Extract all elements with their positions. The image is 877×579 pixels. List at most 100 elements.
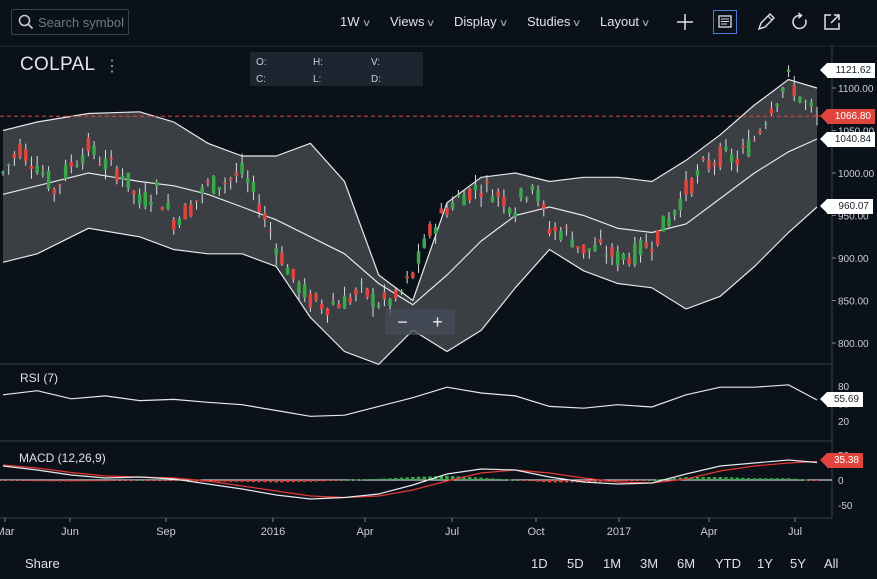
macd-histogram-bar — [92, 480, 96, 482]
candle-body — [194, 200, 199, 202]
candle-body — [496, 191, 500, 198]
macd-histogram-bar — [86, 480, 91, 482]
macd-histogram-bar — [194, 480, 199, 482]
candle-body — [80, 155, 85, 164]
popout-icon[interactable] — [820, 10, 844, 34]
macd-histogram-bar — [536, 480, 540, 482]
search-icon — [18, 14, 34, 30]
candle-body — [365, 288, 369, 298]
candle — [98, 156, 102, 166]
candle — [126, 172, 130, 192]
range-5y-button[interactable]: 5Y — [790, 556, 806, 571]
candle-body — [177, 218, 182, 226]
chevron-down-icon: ∨ — [361, 18, 371, 29]
candle — [92, 141, 96, 159]
macd-histogram-bar — [80, 480, 85, 482]
range-1m-button[interactable]: 1M — [603, 556, 622, 571]
candle-body — [422, 238, 426, 248]
range-1y-button[interactable]: 1Y — [757, 556, 773, 571]
macd-histogram-bar — [291, 480, 295, 483]
candle — [365, 287, 369, 300]
lower-band-tag: 960.07 — [820, 199, 873, 214]
candle-body — [320, 303, 324, 309]
candle-body — [792, 85, 796, 96]
candle-body — [63, 164, 68, 179]
candle — [132, 190, 136, 205]
menu-views[interactable]: Views ∨ — [390, 14, 436, 29]
candle-body — [154, 181, 159, 187]
candle-body — [479, 193, 483, 197]
candle — [354, 287, 358, 302]
candle — [502, 189, 506, 214]
range-1d-button[interactable]: 1D — [531, 556, 548, 571]
symbol-menu-icon[interactable]: ⋮ — [104, 58, 120, 75]
menu-interval[interactable]: 1W ∨ — [340, 14, 371, 29]
candle — [570, 231, 574, 248]
zoom-in-button[interactable]: + — [432, 312, 443, 332]
search-box[interactable] — [11, 9, 129, 35]
legend-icon[interactable] — [713, 10, 737, 34]
macd-histogram-bar — [564, 480, 569, 483]
candle — [587, 248, 591, 259]
candle-body — [468, 188, 472, 201]
candle — [519, 187, 523, 202]
range-all-button[interactable]: All — [824, 556, 839, 571]
candle-body — [6, 164, 11, 166]
draw-icon[interactable] — [754, 10, 778, 34]
macd-histogram-bar — [240, 480, 244, 482]
candle — [257, 194, 261, 218]
candle-body — [200, 187, 204, 194]
candle — [695, 164, 700, 184]
range-ytd-button[interactable]: YTD — [715, 556, 741, 571]
range-5d-button[interactable]: 5D — [567, 556, 584, 571]
candle-body — [655, 230, 660, 245]
zoom-out-button[interactable]: − — [397, 312, 408, 332]
candle — [798, 96, 802, 104]
candle — [456, 189, 461, 198]
macd-histogram-bar — [764, 478, 768, 480]
candle-body — [610, 247, 614, 257]
menu-layout[interactable]: Layout ∨ — [600, 14, 651, 29]
candle — [485, 175, 489, 193]
x-tick-label: Sep — [156, 526, 176, 538]
candle — [206, 178, 210, 187]
macd-histogram-bar — [798, 479, 802, 480]
candle — [764, 120, 768, 130]
candle — [280, 246, 284, 266]
macd-histogram-bar — [268, 480, 273, 483]
x-tick-label: Apr — [356, 526, 373, 538]
range-3m-button[interactable]: 3M — [640, 556, 659, 571]
search-input[interactable] — [38, 14, 126, 30]
candle — [524, 196, 529, 203]
candle-body — [1, 171, 5, 174]
macd-histogram-bar — [712, 477, 717, 480]
range-6m-button[interactable]: 6M — [677, 556, 696, 571]
crosshair-icon[interactable] — [673, 10, 697, 34]
macd-histogram-bar — [809, 480, 813, 481]
candle-body — [35, 165, 39, 173]
macd-histogram-bar — [189, 480, 193, 482]
candle — [536, 185, 540, 207]
candle-body — [724, 146, 728, 151]
candle — [18, 138, 22, 160]
candle-body — [75, 164, 79, 167]
candle-body — [217, 187, 221, 190]
ohlc-low-label: L: — [313, 74, 322, 85]
candle — [177, 216, 182, 229]
candle-body — [633, 243, 637, 265]
macd-histogram-bar — [160, 480, 165, 481]
x-tick-label: Jul — [788, 526, 802, 538]
macd-histogram-bar — [559, 480, 563, 483]
candle-body — [718, 146, 722, 168]
reset-icon[interactable] — [788, 10, 812, 34]
macd-histogram-bar — [695, 477, 700, 480]
candle-body — [764, 123, 768, 125]
menu-studies[interactable]: Studies ∨ — [527, 14, 582, 29]
share-button[interactable]: Share — [25, 556, 60, 571]
menu-display[interactable]: Display ∨ — [454, 14, 509, 29]
macd-histogram-bar — [524, 480, 529, 481]
x-tick-label: 2017 — [607, 526, 631, 538]
candle-body — [690, 178, 694, 194]
macd-histogram-bar — [542, 480, 546, 482]
